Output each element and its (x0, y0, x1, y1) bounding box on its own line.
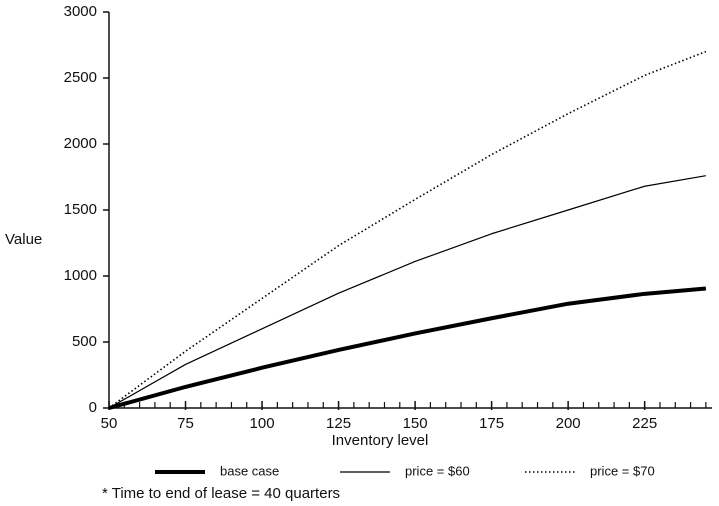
y-tick-label: 3000 (64, 3, 97, 20)
y-tick-label: 2500 (64, 69, 97, 86)
x-tick-label: 175 (479, 415, 504, 432)
line-series (108, 286, 707, 410)
x-tick-label: 200 (556, 415, 581, 432)
legend-label: base case (220, 463, 279, 478)
line-series (108, 175, 706, 409)
x-tick-label: 125 (326, 415, 351, 432)
legend-label: price = $70 (590, 463, 655, 478)
x-tick-label: 225 (632, 415, 657, 432)
y-tick-label: 2000 (64, 135, 97, 152)
y-tick-label: 1000 (64, 267, 97, 284)
y-tick-label: 1500 (64, 201, 97, 218)
legend-label: price = $60 (405, 463, 470, 478)
note: * Time to end of lease = 40 quarters (102, 485, 340, 502)
y-tick-label: 0 (89, 399, 97, 416)
x-tick-label: 50 (101, 415, 118, 432)
x-tick-label: 75 (177, 415, 194, 432)
y-tick-label: 500 (72, 333, 97, 350)
x-tick-label: 150 (403, 415, 428, 432)
y-axis-label: Value (5, 231, 42, 248)
line-series (108, 50, 707, 409)
x-tick-label: 100 (250, 415, 275, 432)
x-axis-label: Inventory level (332, 432, 429, 449)
